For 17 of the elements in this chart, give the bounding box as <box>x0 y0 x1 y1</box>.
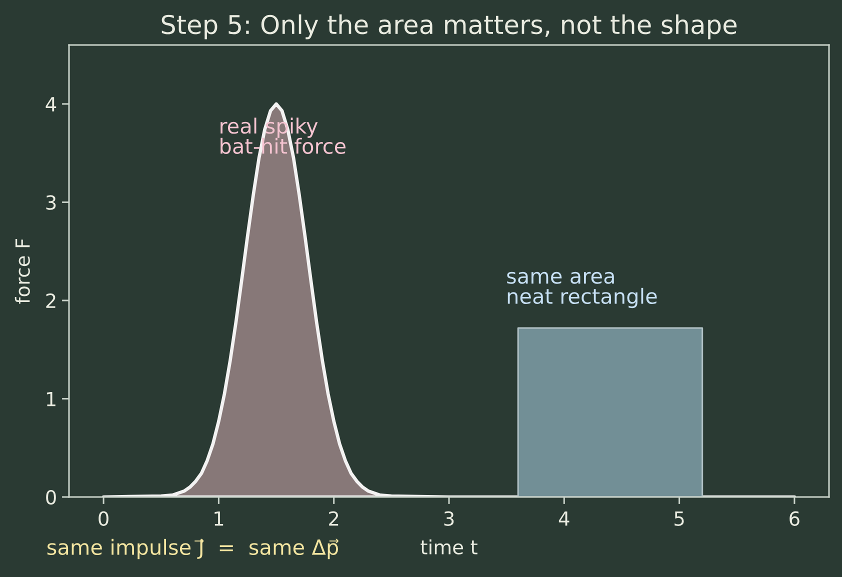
text: same impulse J⃗ = same Δp⃗ <box>47 538 339 560</box>
x-tick-label: 5 <box>674 511 684 526</box>
y-tick-label: 3 <box>46 195 56 210</box>
y-tick-label: 0 <box>46 490 56 505</box>
annotation: same area neat rectangle <box>507 272 657 308</box>
x-axis-title: time t <box>420 539 478 554</box>
y-axis-title: force F <box>14 238 30 304</box>
y-tick-label: 4 <box>46 97 56 112</box>
y-tick-label: 1 <box>46 392 56 406</box>
chart-title: Step 5: Only the area matters, not the shape <box>162 14 737 40</box>
x-tick-label: 2 <box>329 511 338 526</box>
x-tick-label: 1 <box>214 511 224 526</box>
y-tick-label: 2 <box>46 293 56 308</box>
x-tick-label: 6 <box>790 511 800 526</box>
x-tick-label: 4 <box>558 511 570 526</box>
x-tick-label: 3 <box>444 511 454 526</box>
x-tick-label: 0 <box>98 511 108 526</box>
